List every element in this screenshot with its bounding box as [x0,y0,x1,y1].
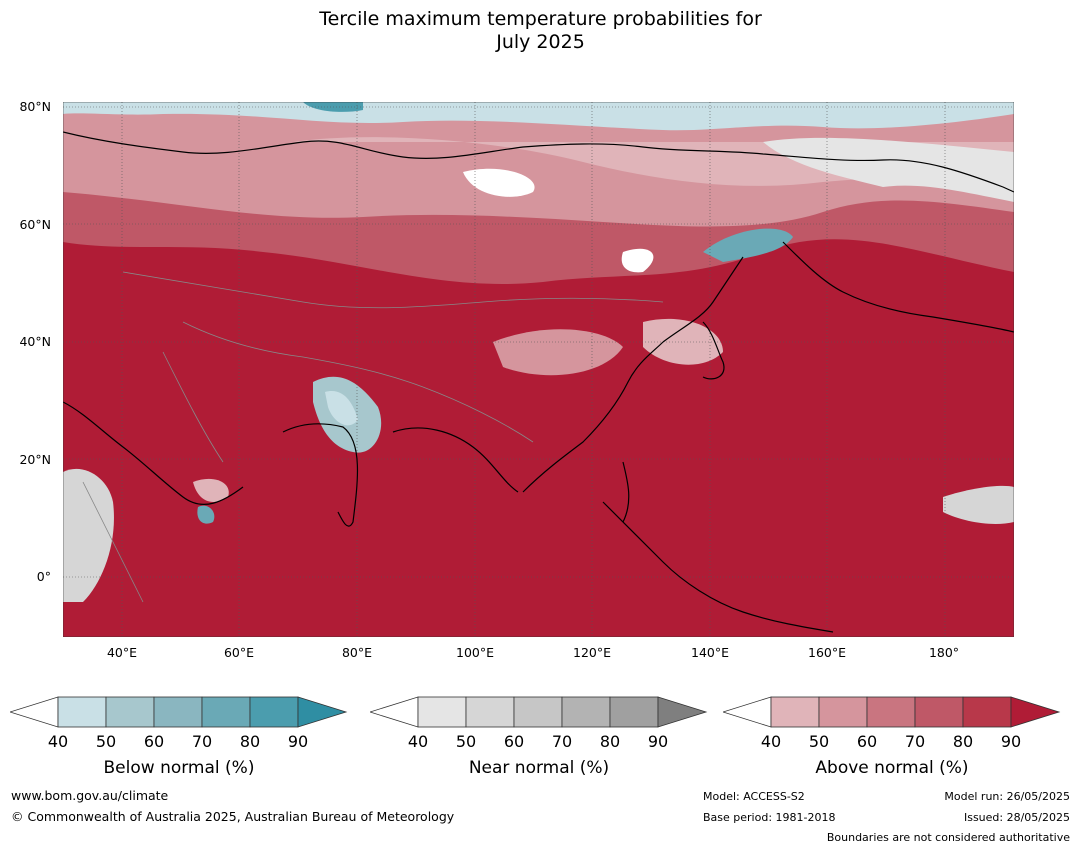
cb-near-seg [370,696,419,728]
footer-copyright: © Commonwealth of Australia 2025, Austra… [11,809,455,824]
colorbar-above-normal [723,696,1061,728]
cb-tick: 60 [503,732,525,751]
colorbar-below-ticks: 40 50 60 70 80 90 [10,732,348,752]
cb-near-seg [465,696,515,728]
region-mongolia [493,329,623,376]
cb-near-seg [513,696,563,728]
lon-label-120e: 120°E [572,645,612,660]
cb-above-seg [866,696,916,728]
white-patch-1 [463,168,535,197]
below-normal-india-light [325,391,358,426]
cb-below-seg [201,696,251,728]
footer-model: Model: ACCESS-S2 [703,790,805,803]
cb-tick: 60 [143,732,165,751]
cb-tick: 70 [191,732,213,751]
cb-tick: 50 [808,732,830,751]
cb-above-seg [770,696,820,728]
below-normal-okhotsk [703,228,793,262]
country-borders [82,271,664,603]
cb-tick: 40 [760,732,782,751]
cb-near-seg [561,696,611,728]
cb-tick: 50 [95,732,117,751]
footer-model-run: Model run: 26/05/2025 [944,790,1070,803]
map-title: Tercile maximum temperature probabilitie… [0,8,1081,54]
coastlines [63,131,1014,633]
below-normal-arctic [63,102,1014,131]
colorbar-near-label: Near normal (%) [468,758,610,778]
lon-label-80e: 80°E [341,645,373,660]
colorbar-below-normal [10,696,348,728]
cb-tick: 90 [647,732,669,751]
lat-label-0: 0° [36,569,51,584]
cb-below-seg [249,696,299,728]
cb-tick: 50 [455,732,477,751]
cb-tick: 40 [407,732,429,751]
lon-label-100e: 100°E [455,645,495,660]
cb-near-seg [609,696,659,728]
lon-label-160e: 160°E [807,645,847,660]
cb-tick: 80 [599,732,621,751]
cb-below-seg [105,696,155,728]
near-normal-east-africa [63,468,114,602]
lat-label-60n: 60°N [19,217,51,232]
cb-tick: 90 [1000,732,1022,751]
lat-label-40n: 40°N [19,334,51,349]
colorbar-above-ticks: 40 50 60 70 80 90 [723,732,1061,752]
lat-label-80n: 80°N [19,99,51,114]
colorbar-above-label: Above normal (%) [815,758,969,778]
footer-boundaries-note: Boundaries are not considered authoritat… [826,831,1070,844]
cb-tick: 80 [239,732,261,751]
cb-near-seg [657,696,708,728]
lat-label-20n: 20°N [19,452,51,467]
cb-tick: 90 [287,732,309,751]
cb-above-seg [723,696,772,728]
cb-above-seg [818,696,868,728]
lon-label-60e: 60°E [223,645,255,660]
footer-url: www.bom.gov.au/climate [11,788,169,803]
cb-above-seg [914,696,964,728]
footer-base-period: Base period: 1981-2018 [703,811,836,824]
below-normal-arabian-sea [197,505,215,524]
cb-near-seg [417,696,467,728]
lon-label-180: 180° [928,645,960,660]
graticule [63,102,1014,637]
cb-above-seg [1010,696,1061,728]
near-normal-pacific [943,485,1014,524]
colorbar-near-normal [370,696,708,728]
probability-map [63,102,1014,637]
footer-issued: Issued: 28/05/2025 [963,811,1070,824]
cb-below-seg [57,696,107,728]
cb-tick: 60 [856,732,878,751]
cb-tick: 70 [551,732,573,751]
near-normal-northeast [763,137,1014,202]
lon-label-40e: 40°E [106,645,138,660]
cb-tick: 40 [47,732,69,751]
region-somalia [193,478,229,502]
lon-label-140e: 140°E [690,645,730,660]
title-line-1: Tercile maximum temperature probabilitie… [319,8,762,30]
cb-above-seg [962,696,1012,728]
colorbar-below-label: Below normal (%) [103,758,255,778]
cb-tick: 80 [952,732,974,751]
cb-below-seg [153,696,203,728]
cb-below-seg [10,696,59,728]
white-patch-2 [621,248,654,273]
title-line-2: July 2025 [496,31,585,53]
region-manchuria [643,318,723,365]
region-above-50 [63,102,1014,227]
colorbar-near-ticks: 40 50 60 70 80 90 [370,732,708,752]
cb-below-seg [297,696,348,728]
cb-tick: 70 [904,732,926,751]
